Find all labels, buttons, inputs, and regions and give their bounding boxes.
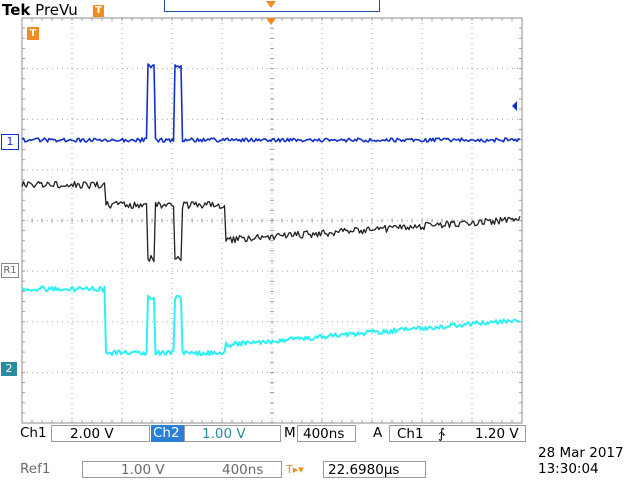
ref1-label: Ref1 — [20, 461, 50, 478]
ref1-timebase: 400ns — [222, 462, 263, 479]
ch2-ground-marker[interactable]: 2 — [1, 362, 17, 376]
horizontal-delay[interactable]: 22.6980µs — [323, 461, 426, 478]
trigger-slope-icon: ∱ — [438, 426, 445, 443]
ch1-label: Ch1 — [20, 425, 47, 442]
ref1-scale: 1.00 V — [121, 462, 165, 479]
ref1-trace — [22, 182, 520, 262]
time-display: 13:30:04 — [538, 461, 599, 478]
trigger-time-marker-icon — [266, 18, 276, 25]
timebase-label: M — [284, 425, 296, 442]
status-bar: Ch1 2.00 V Ch2 1.00 V M 400ns A Ch1 ∱ 1.… — [0, 424, 640, 480]
ch1-trace — [22, 64, 520, 142]
trigger-level-marker-icon — [512, 101, 517, 111]
ch1-scale[interactable]: 2.00 V — [51, 425, 150, 442]
ref1-readout[interactable]: 1.00 V 400ns — [82, 461, 282, 478]
timebase-value[interactable]: 400ns — [297, 425, 356, 442]
ch2-scale[interactable]: 1.00 V — [184, 425, 281, 442]
waveform-display — [0, 0, 640, 424]
trigger-offset-icon: T — [27, 27, 39, 40]
ch1-ground-marker[interactable]: 1 — [1, 134, 19, 150]
trigger-level: 1.20 V — [475, 426, 519, 443]
ch2-label: Ch2 — [151, 425, 184, 442]
trigger-label: A — [373, 425, 382, 442]
trigger-source: Ch1 — [397, 426, 424, 443]
trigger-readout[interactable]: Ch1 ∱ 1.20 V — [389, 425, 526, 442]
ref1-ground-marker[interactable]: R1 — [1, 263, 19, 278]
graticule-grid — [22, 18, 522, 423]
delay-icon: T▸▾ — [286, 461, 304, 478]
date-display: 28 Mar 2017 — [538, 445, 624, 462]
ch2-trace — [22, 287, 520, 356]
